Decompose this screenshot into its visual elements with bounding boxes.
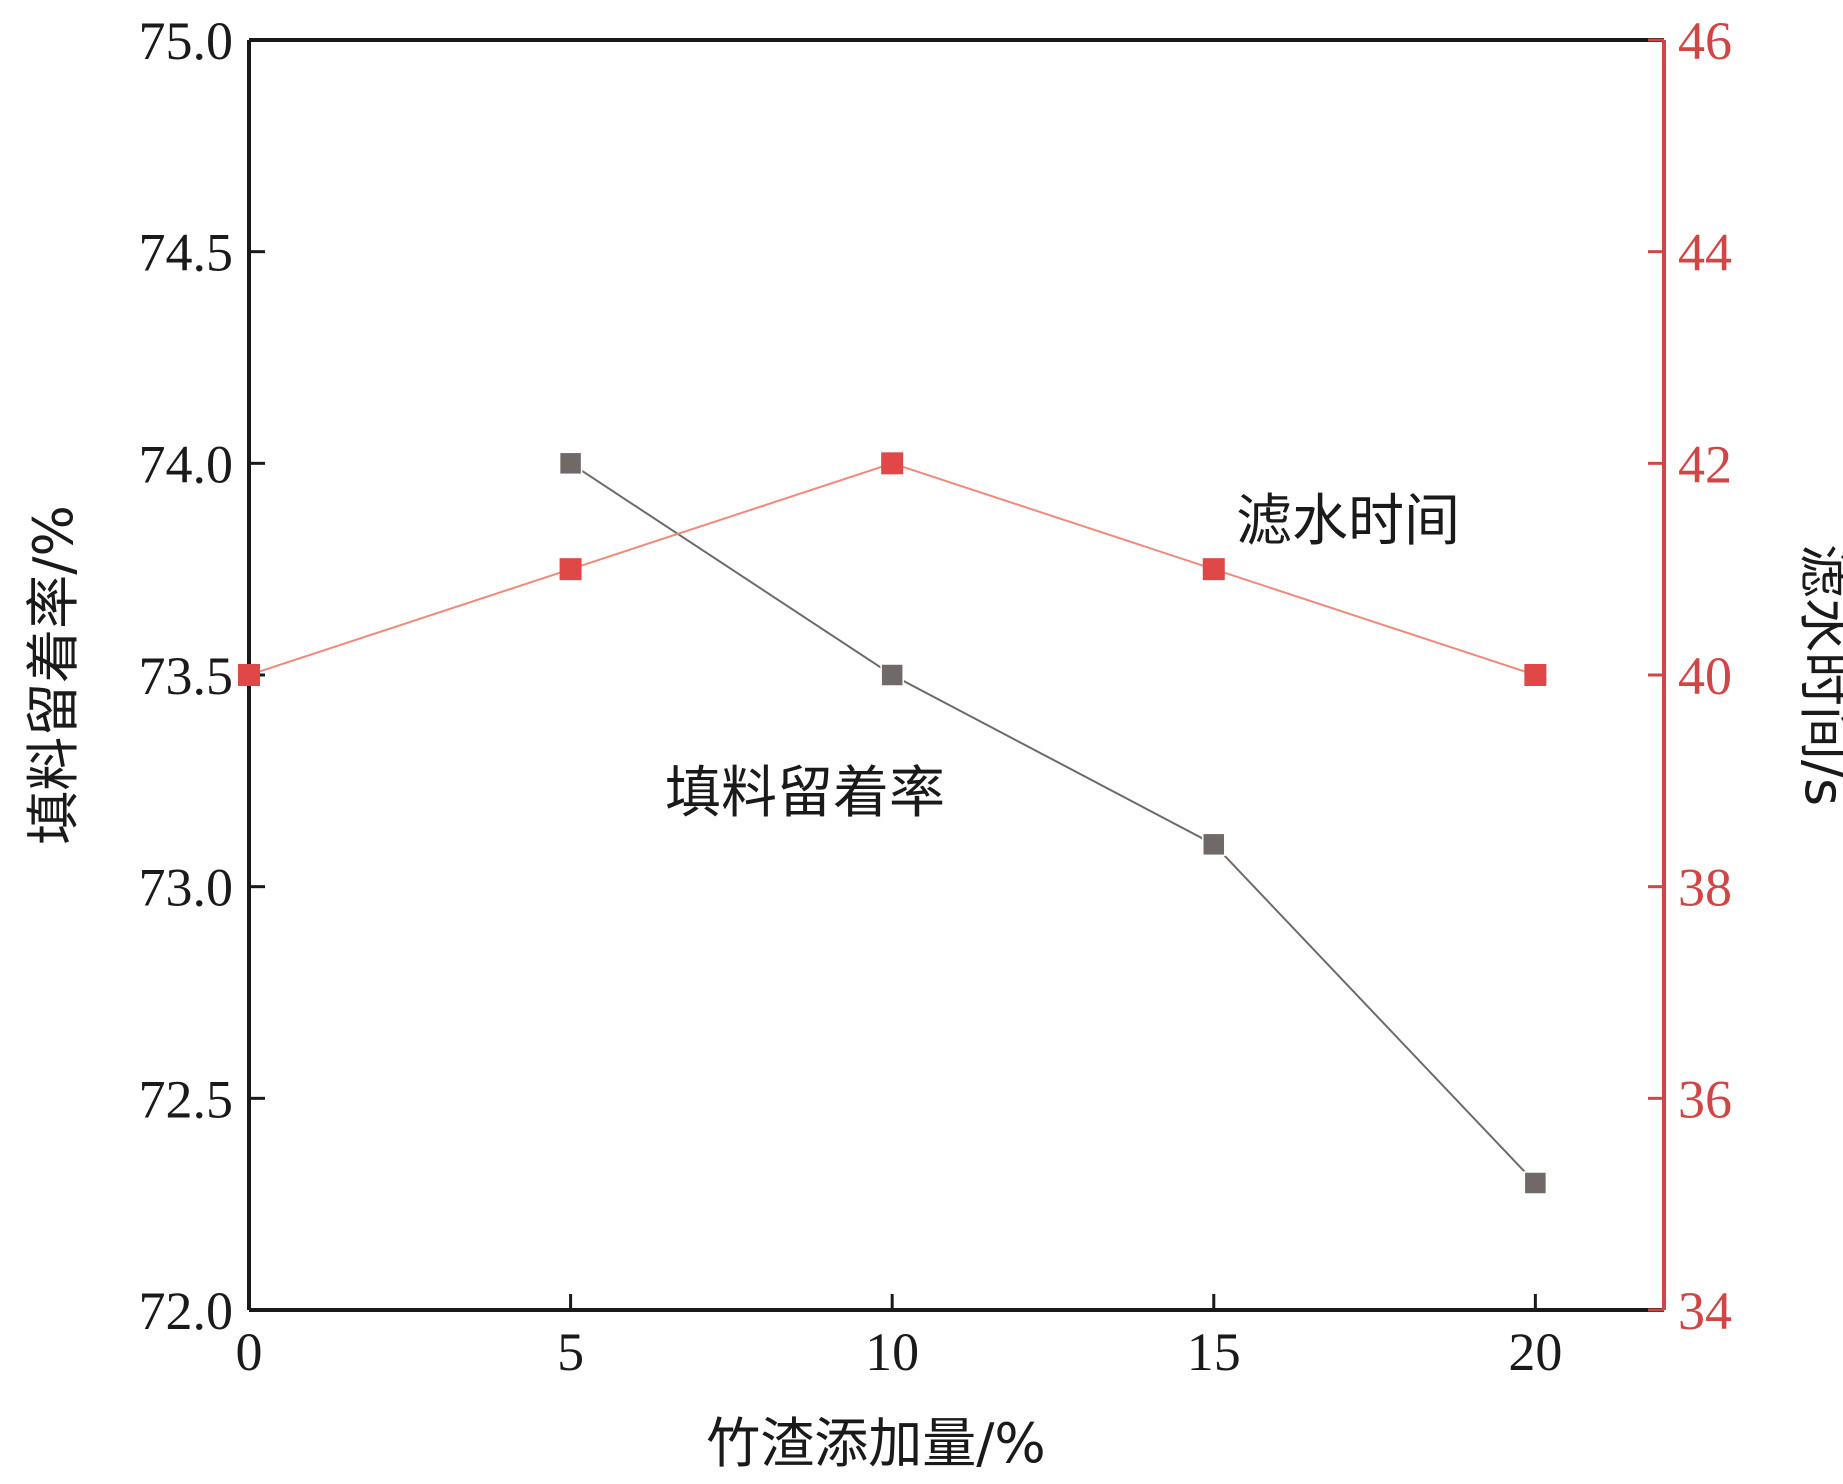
- retention-point: [880, 663, 904, 687]
- drainage-point: [1524, 664, 1547, 686]
- y-left-tick-label: 74.5: [139, 223, 234, 283]
- y-right-tick-label: 34: [1678, 1281, 1732, 1341]
- ticks: 0 5 10 15 20 72.0 72.5 73.0 73.5 74.0 74.5 75.0 34 36…: [139, 11, 1733, 1382]
- y-left-axis-title: 填料留着率/%: [22, 505, 85, 845]
- y-right-axis-title: 滤水时间/s: [1793, 544, 1843, 806]
- y-left-tick-label: 75.0: [139, 11, 234, 71]
- retention-point: [558, 451, 583, 476]
- x-tick-label: 0: [236, 1322, 263, 1382]
- x-tick-label: 5: [557, 1322, 584, 1382]
- y-right-tick-label: 38: [1678, 858, 1732, 918]
- x-tick-label: 10: [865, 1322, 919, 1382]
- drainage-point: [559, 558, 582, 581]
- series-label-drainage: 滤水时间: [1236, 489, 1460, 554]
- y-left-tick-label: 74.0: [139, 434, 234, 494]
- drainage-point: [881, 452, 904, 475]
- y-right-tick-label: 42: [1678, 434, 1732, 494]
- y-left-tick-label: 73.5: [139, 646, 234, 706]
- series-label-retention: 填料留着率: [665, 761, 945, 826]
- x-tick-label: 15: [1187, 1322, 1241, 1382]
- drainage-point: [1202, 558, 1225, 581]
- y-left-tick-label: 72.0: [139, 1281, 234, 1341]
- x-tick-label: 20: [1508, 1322, 1562, 1382]
- y-left-tick-label: 73.0: [139, 858, 234, 918]
- y-right-tick-label: 40: [1678, 646, 1732, 706]
- y-right-tick-label: 44: [1678, 223, 1732, 283]
- drainage-point: [238, 664, 260, 686]
- y-right-tick-label: 36: [1678, 1069, 1732, 1129]
- retention-line: [570, 462, 1537, 1184]
- y-left-tick-label: 72.5: [139, 1069, 234, 1129]
- plot-frame: [247, 38, 1666, 1312]
- series-markers: [238, 451, 1548, 1195]
- x-axis-title: 竹渣添加量/%: [706, 1412, 1046, 1475]
- retention-point: [1523, 1171, 1548, 1195]
- y-right-tick-label: 46: [1678, 11, 1732, 71]
- retention-point: [1202, 832, 1226, 857]
